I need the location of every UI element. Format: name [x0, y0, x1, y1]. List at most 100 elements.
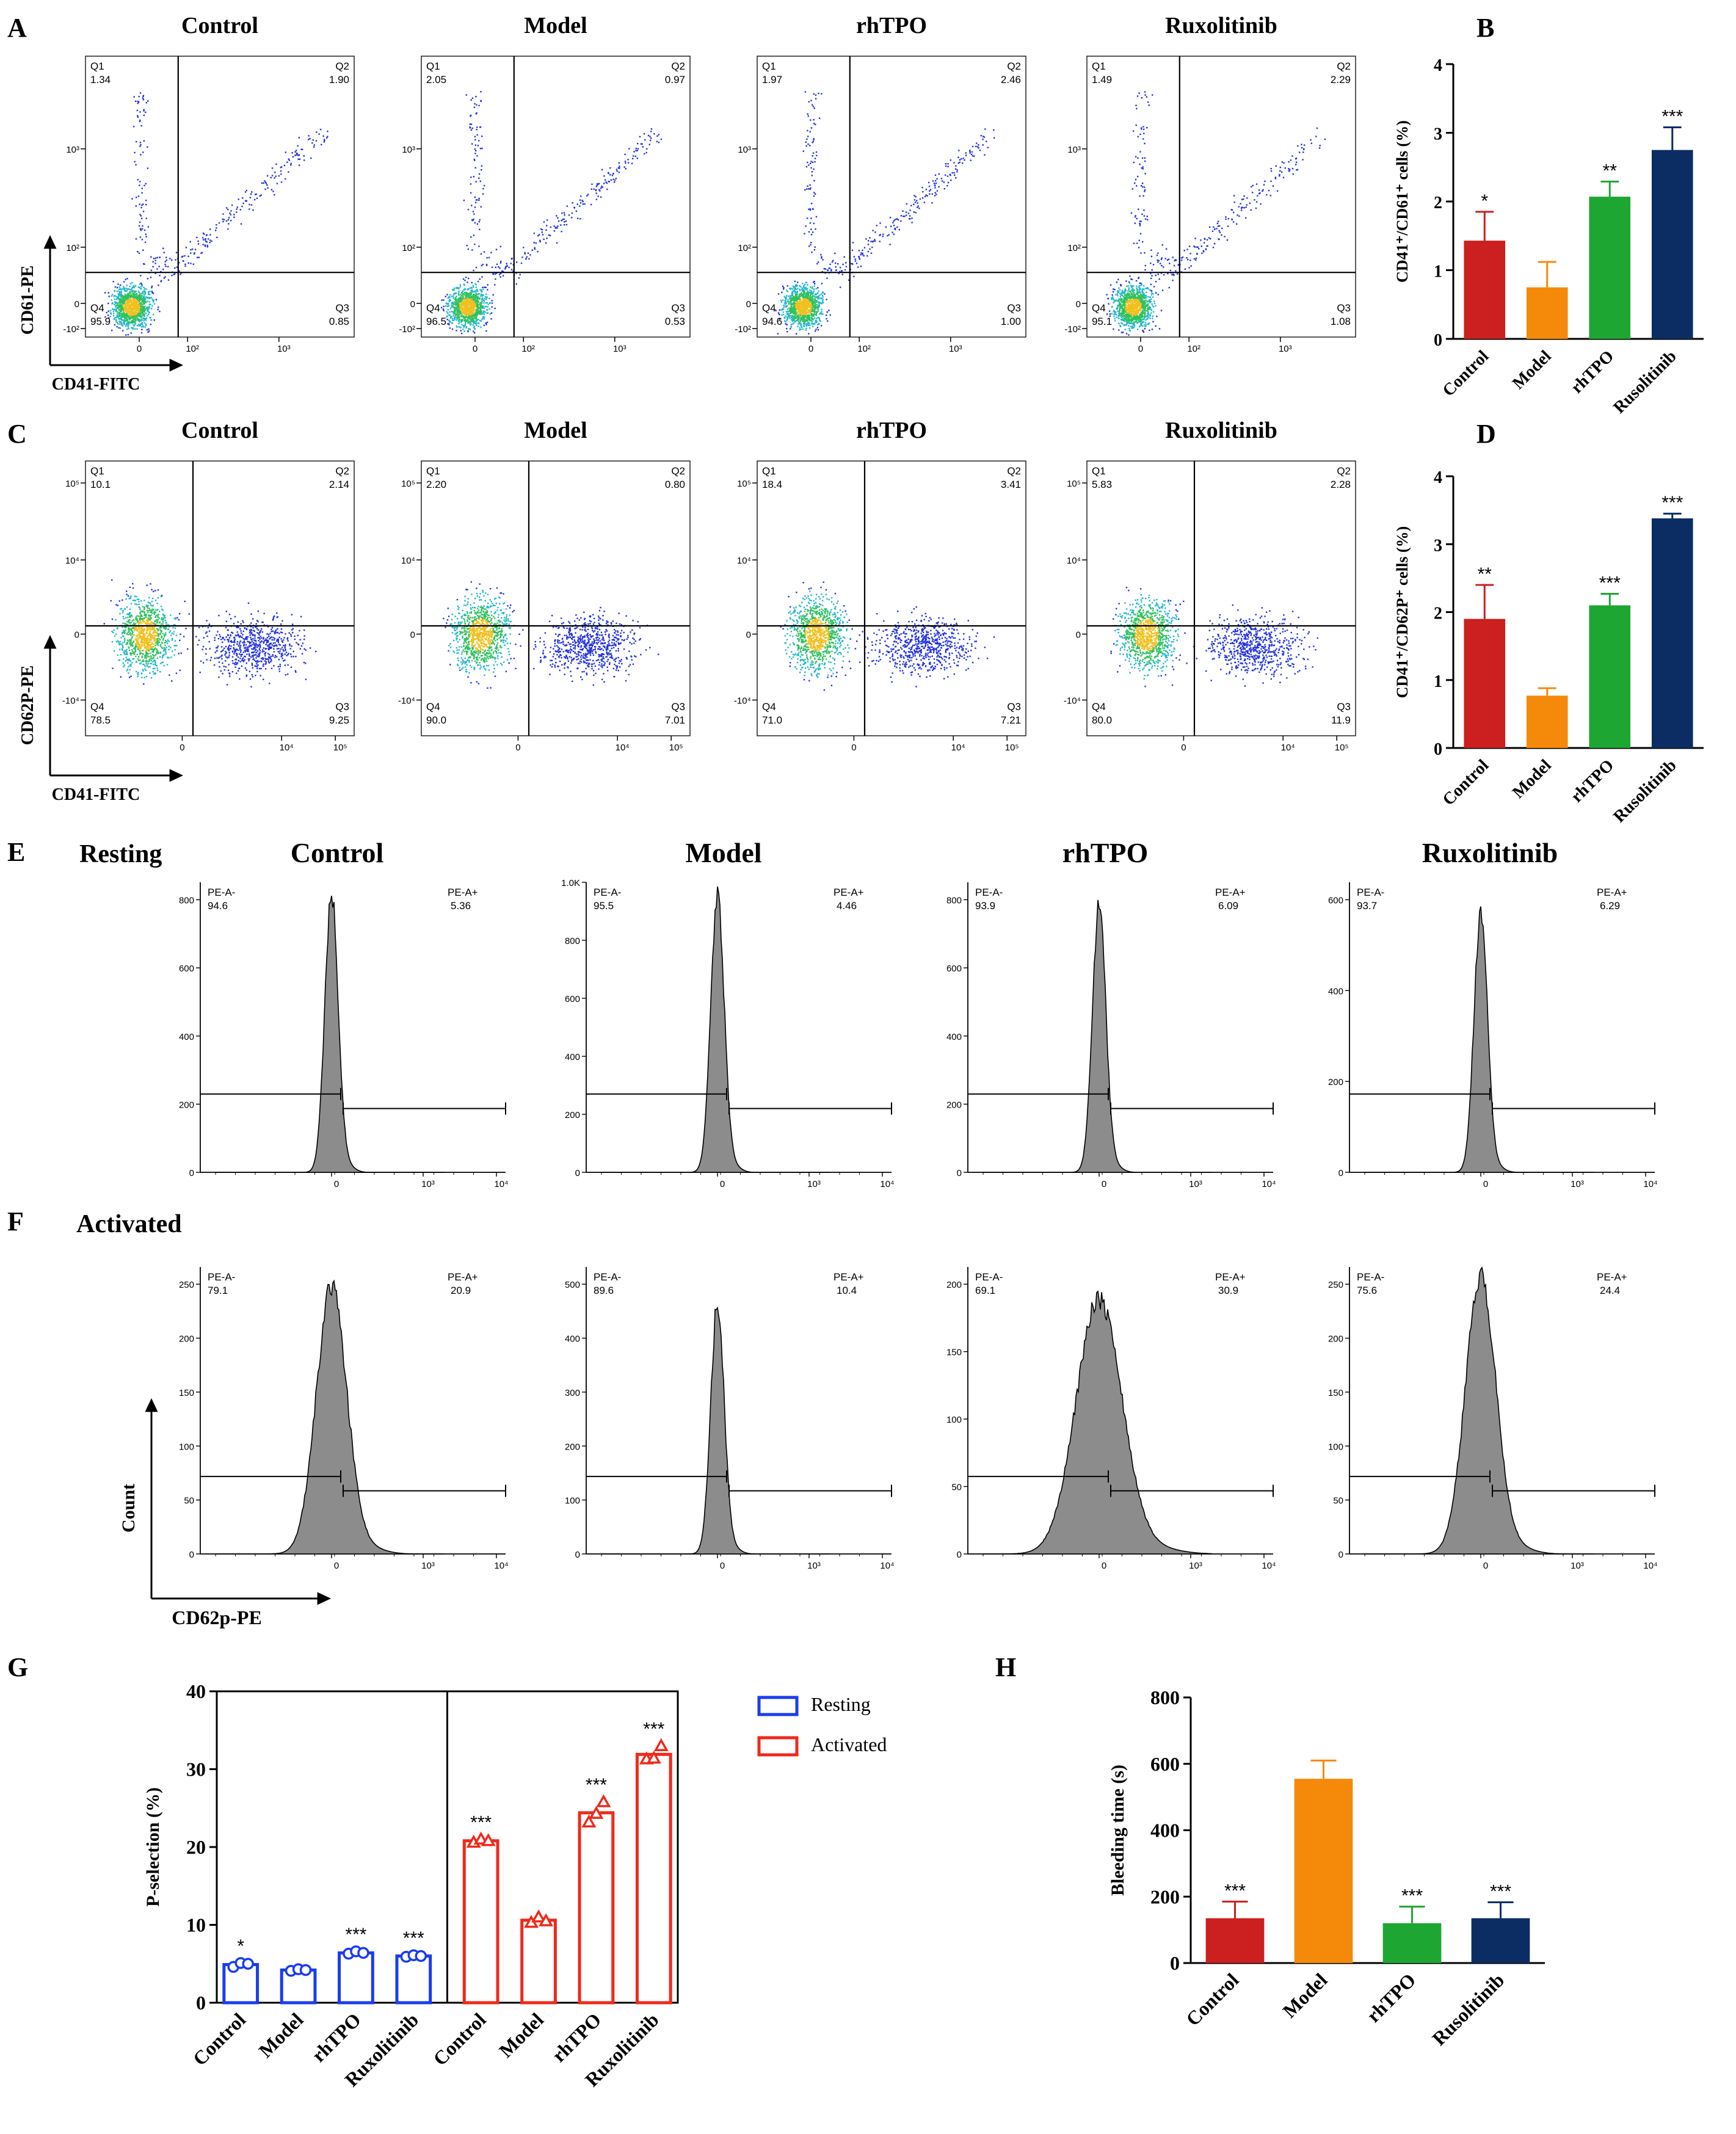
- data-point: [140, 326, 142, 328]
- data-point: [227, 228, 229, 230]
- data-point: [136, 140, 137, 143]
- data-point: [452, 307, 455, 309]
- data-point: [900, 215, 903, 217]
- data-point: [852, 242, 854, 244]
- data-point: [807, 284, 808, 286]
- data-point: [921, 197, 924, 199]
- data-point: [302, 148, 303, 150]
- data-point: [283, 164, 286, 167]
- data-point: [148, 297, 150, 299]
- data-point: [790, 328, 791, 330]
- data-point: [962, 162, 964, 164]
- data-point: [316, 131, 318, 133]
- data-point: [137, 296, 139, 297]
- data-point: [925, 194, 927, 196]
- data-point: [606, 188, 608, 191]
- data-point: [456, 313, 458, 315]
- data-point: [463, 307, 465, 309]
- data-point: [462, 295, 463, 297]
- data-point: [454, 318, 456, 320]
- data-point: [1138, 92, 1140, 94]
- data-point: [470, 300, 471, 302]
- data-point: [491, 302, 493, 304]
- data-point: [799, 285, 801, 287]
- data-point: [934, 187, 936, 189]
- data-point: [465, 305, 468, 307]
- data-point: [810, 307, 813, 308]
- data-point: [477, 300, 479, 302]
- data-point: [128, 294, 130, 296]
- data-point: [813, 93, 815, 95]
- data-point: [805, 141, 807, 143]
- data-point: [1301, 143, 1302, 145]
- data-point: [140, 319, 142, 322]
- data-point: [812, 298, 814, 300]
- data-point: [529, 254, 531, 256]
- data-point: [777, 333, 779, 335]
- data-point: [125, 296, 126, 298]
- data-point: [478, 293, 480, 295]
- data-point: [129, 308, 131, 310]
- data-point: [644, 153, 645, 155]
- data-point: [1144, 306, 1146, 308]
- data-point: [804, 317, 805, 319]
- data-point: [813, 300, 815, 302]
- data-point: [115, 305, 117, 307]
- data-point: [546, 225, 548, 227]
- data-point: [814, 304, 816, 306]
- data-point: [829, 263, 831, 266]
- data-point: [452, 314, 454, 317]
- data-point: [119, 302, 121, 304]
- data-point: [327, 130, 329, 132]
- data-point: [822, 259, 824, 261]
- data-point: [1155, 305, 1157, 307]
- data-point: [794, 284, 797, 286]
- data-point: [976, 142, 978, 144]
- data-point: [487, 312, 488, 314]
- data-point: [464, 291, 466, 294]
- data-point: [129, 306, 131, 308]
- data-point: [312, 139, 314, 141]
- data-point: [813, 118, 815, 121]
- data-point: [469, 328, 471, 330]
- data-point: [115, 308, 117, 310]
- data-point: [467, 330, 469, 333]
- data-point: [110, 312, 112, 314]
- data-point: [121, 303, 123, 305]
- data-point: [814, 298, 816, 300]
- data-point: [142, 291, 143, 292]
- data-point: [909, 215, 911, 217]
- data-point: [1144, 160, 1146, 162]
- data-point: [797, 296, 800, 297]
- data-point: [484, 297, 485, 300]
- data-point: [145, 325, 147, 327]
- data-point: [1133, 318, 1135, 319]
- data-point: [858, 256, 860, 259]
- data-point: [478, 177, 480, 180]
- data-point: [457, 302, 459, 304]
- data-point: [656, 140, 658, 143]
- data-point: [1139, 317, 1141, 319]
- data-point: [1145, 288, 1147, 289]
- data-point: [128, 301, 130, 303]
- data-point: [1188, 267, 1190, 269]
- data-point: [123, 316, 125, 318]
- data-point: [823, 267, 825, 270]
- data-point: [449, 327, 451, 329]
- data-point: [1150, 290, 1153, 292]
- data-point: [454, 306, 456, 308]
- data-point: [471, 292, 473, 294]
- data-point: [976, 146, 979, 148]
- data-point: [471, 249, 473, 251]
- data-point: [818, 322, 819, 325]
- data-point: [463, 313, 465, 315]
- data-point: [133, 303, 135, 305]
- data-point: [122, 310, 125, 312]
- data-point: [806, 307, 808, 309]
- data-point: [216, 224, 217, 226]
- data-point: [808, 323, 810, 325]
- data-point: [457, 312, 459, 314]
- data-point: [790, 295, 791, 297]
- data-point: [171, 275, 173, 277]
- panel-letter-a: A: [7, 13, 27, 43]
